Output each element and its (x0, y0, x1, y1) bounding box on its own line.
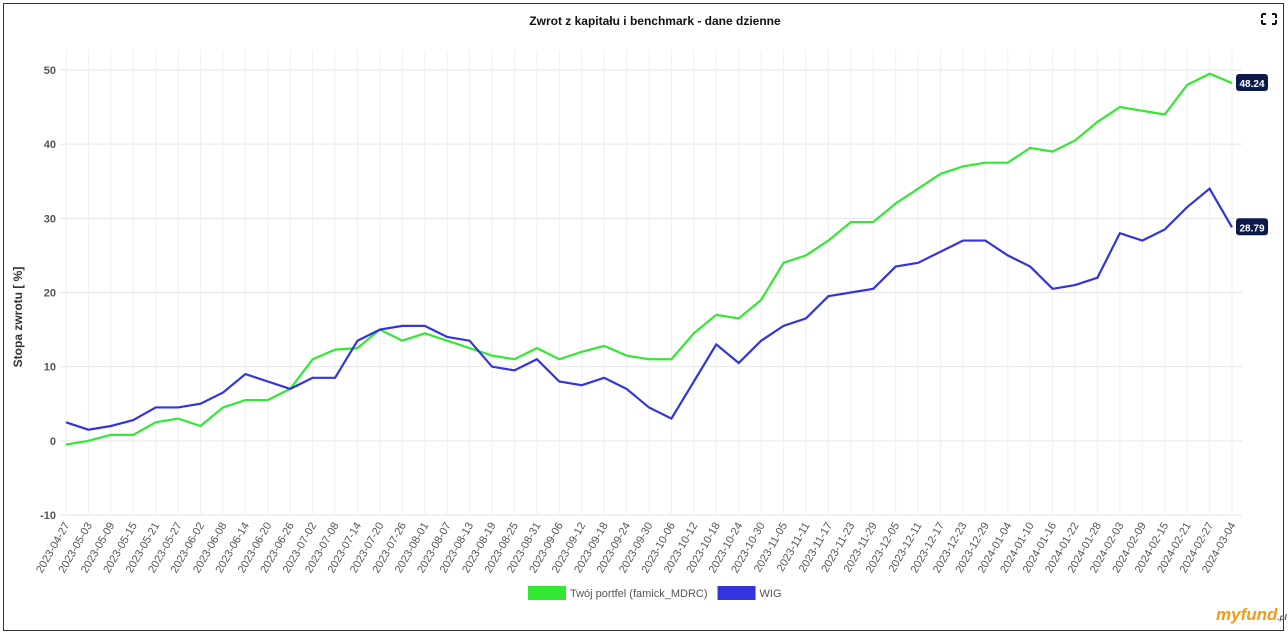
legend-label: WIG (760, 588, 782, 600)
logo-text: myfund (1216, 605, 1278, 624)
legend-swatch (717, 586, 756, 600)
legend-label: Twój portfel (famick_MDRC) (570, 588, 708, 600)
y-tick-label: 30 (44, 213, 56, 225)
end-value-label: 28.79 (1239, 223, 1264, 234)
series-line (65, 186, 1233, 431)
y-tick-label: -10 (40, 510, 56, 522)
y-axis-label: Stopa zwrotu [ %] (11, 267, 25, 368)
y-tick-label: 10 (44, 362, 56, 374)
fullscreen-icon[interactable] (1261, 13, 1277, 25)
end-value-label: 48.24 (1239, 79, 1264, 90)
legend-swatch (528, 586, 566, 600)
y-tick-label: 20 (44, 288, 56, 300)
y-tick-label: 40 (44, 139, 56, 151)
y-tick-label: 50 (44, 65, 56, 77)
frame (3, 3, 1284, 631)
logo-suffix: .pl (1277, 613, 1287, 622)
end-value-badge (1236, 218, 1268, 236)
y-tick-label: 0 (50, 436, 56, 448)
end-value-badge (1236, 74, 1268, 92)
series-line (65, 72, 1233, 446)
chart-title: Zwrot z kapitału i benchmark - dane dzie… (529, 14, 781, 28)
logo: myfund.pl (1216, 605, 1288, 624)
